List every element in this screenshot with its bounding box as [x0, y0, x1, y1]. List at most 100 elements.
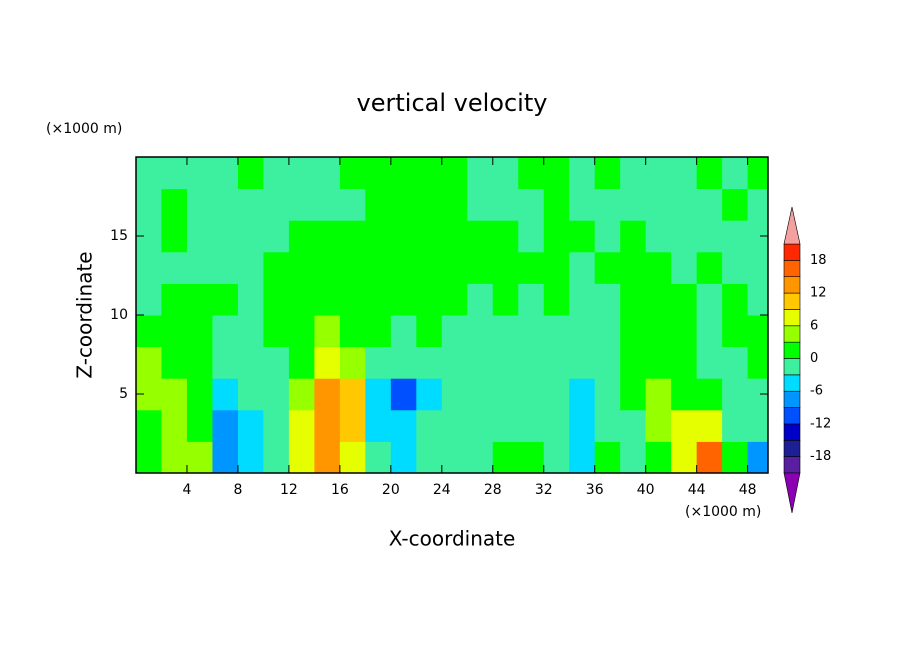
contour-cell	[365, 378, 392, 411]
contour-cell	[722, 315, 749, 348]
contour-cell	[212, 346, 239, 379]
contour-cell	[492, 157, 519, 190]
contour-cell	[314, 251, 341, 284]
contour-cell	[416, 157, 443, 190]
contour-cell	[620, 441, 647, 473]
contour-cell	[518, 283, 545, 316]
contour-cell	[212, 188, 239, 221]
chart-title: vertical velocity	[357, 89, 548, 117]
contour-cell	[390, 283, 417, 316]
contour-cell	[722, 188, 749, 221]
contour-cell	[518, 346, 545, 379]
contour-cell	[518, 315, 545, 348]
contour-cell	[237, 283, 264, 316]
contour-cell	[569, 220, 596, 253]
contour-cell	[263, 346, 290, 379]
contour-cell	[569, 283, 596, 316]
colorbar-box	[783, 423, 801, 441]
contour-cell	[569, 441, 596, 473]
contour-cell	[390, 220, 417, 253]
contour-cell	[671, 441, 698, 473]
contour-cell	[314, 378, 341, 411]
contour-cell	[594, 188, 621, 221]
contour-cell	[696, 315, 723, 348]
x-axis-label: X-coordinate	[389, 527, 516, 551]
colorbar-box	[783, 390, 801, 408]
contour-cell	[390, 346, 417, 379]
contour-cell	[263, 220, 290, 253]
contour-cell	[696, 441, 723, 473]
contour-cell	[263, 188, 290, 221]
contour-cell	[620, 315, 647, 348]
contour-cell	[263, 315, 290, 348]
contour-cell	[339, 346, 366, 379]
contour-cell	[492, 441, 519, 473]
contour-cell	[671, 378, 698, 411]
contour-cell	[620, 409, 647, 442]
contour-cell	[263, 283, 290, 316]
x-tick-label: 36	[586, 482, 604, 498]
y-tick-label: 10	[110, 307, 128, 323]
colorbar-label: 12	[810, 286, 827, 301]
contour-cell	[237, 409, 264, 442]
contour-cell	[212, 220, 239, 253]
contour-cell	[722, 378, 749, 411]
contour-cell	[339, 157, 366, 190]
contour-cell	[645, 378, 672, 411]
contour-cell	[722, 157, 749, 190]
contour-cell	[594, 315, 621, 348]
contour-cell	[671, 251, 698, 284]
x-tick-label: 28	[484, 482, 502, 498]
contour-cell	[543, 441, 570, 473]
contour-cell	[594, 220, 621, 253]
contour-cell	[186, 157, 213, 190]
contour-cell	[543, 346, 570, 379]
contour-cell	[747, 378, 768, 411]
colorbar-box	[783, 341, 801, 359]
contour-cell	[416, 441, 443, 473]
contour-cell	[237, 346, 264, 379]
contour-cell	[543, 220, 570, 253]
x-tick-label: 12	[280, 482, 298, 498]
contour-cell	[569, 251, 596, 284]
contour-cell	[288, 378, 315, 411]
contour-cell	[186, 251, 213, 284]
contour-cell	[237, 157, 264, 190]
colorbar-box	[783, 407, 801, 425]
contour-cell	[671, 409, 698, 442]
contour-cell	[645, 283, 672, 316]
contour-cell	[161, 251, 188, 284]
contour-cell	[518, 220, 545, 253]
contour-cell	[263, 251, 290, 284]
contour-cell	[671, 157, 698, 190]
contour-cell	[492, 346, 519, 379]
contour-cell	[416, 315, 443, 348]
contour-cell	[696, 283, 723, 316]
contour-cell	[365, 220, 392, 253]
contour-cell	[518, 157, 545, 190]
contour-cell	[161, 188, 188, 221]
contour-cell	[543, 188, 570, 221]
contour-cell	[467, 315, 494, 348]
colorbar-box	[783, 374, 801, 392]
contour-cell	[492, 409, 519, 442]
colorbar-label: 0	[810, 351, 818, 366]
contour-cell	[620, 157, 647, 190]
contour-cell	[441, 315, 468, 348]
contour-cell	[747, 346, 768, 379]
contour-cell	[136, 441, 162, 473]
contour-cell	[467, 378, 494, 411]
colorbar-box	[783, 439, 801, 457]
contour-cell	[390, 315, 417, 348]
contour-cell	[747, 283, 768, 316]
contour-cell	[518, 378, 545, 411]
contour-cell	[365, 188, 392, 221]
contour-cell	[136, 251, 162, 284]
x-tick-label: 4	[183, 482, 192, 498]
contour-cell	[263, 378, 290, 411]
contour-cell	[441, 409, 468, 442]
contour-cell	[594, 409, 621, 442]
contour-cell	[136, 315, 162, 348]
contour-cell	[492, 378, 519, 411]
contour-cell	[747, 220, 768, 253]
